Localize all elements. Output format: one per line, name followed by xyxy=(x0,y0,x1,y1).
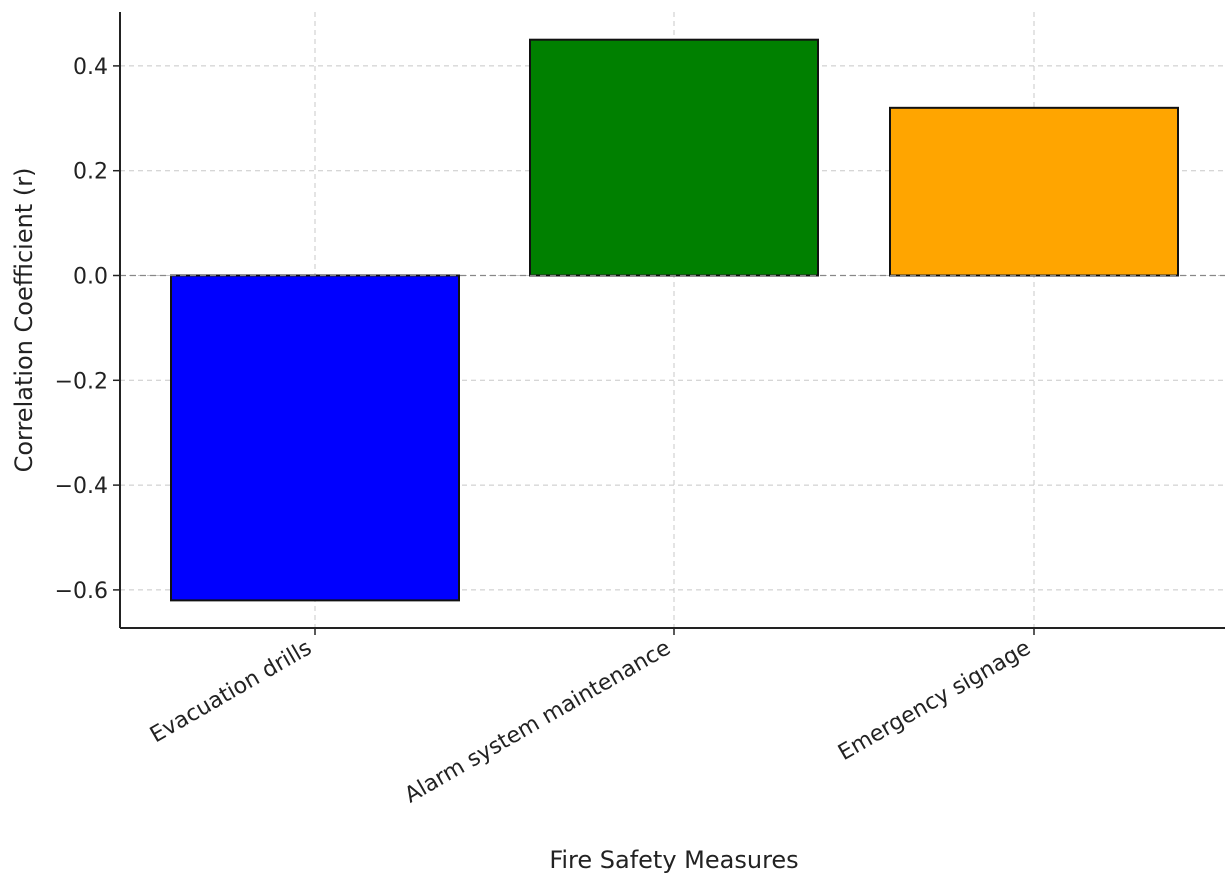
bar-emergency-signage xyxy=(889,106,1179,277)
y-tick-label: 0.2 xyxy=(73,160,108,185)
y-axis-label: Correlation Coefficient (r) xyxy=(10,168,38,473)
y-tick-label: −0.2 xyxy=(55,369,108,394)
x-tick-label: Alarm system maintenance xyxy=(401,636,675,809)
bars xyxy=(120,38,1225,602)
y-ticks: 0.4 0.2 0.0 −0.2 −0.4 −0.6 xyxy=(55,55,120,604)
axes xyxy=(119,12,1225,629)
x-ticks: Evacuation drills Alarm system maintenanc… xyxy=(146,628,1035,808)
x-axis-label: Fire Safety Measures xyxy=(549,846,798,873)
bar-alarm-system-maintenance xyxy=(529,38,819,277)
y-tick-label: −0.6 xyxy=(55,579,108,604)
y-tick-label: 0.0 xyxy=(73,265,108,290)
y-tick-label: −0.4 xyxy=(55,474,108,499)
y-tick-label: 0.4 xyxy=(73,55,108,80)
x-tick-label: Emergency signage xyxy=(834,636,1035,766)
bar-evacuation-drills xyxy=(170,274,460,602)
x-tick-label: Evacuation drills xyxy=(146,636,316,749)
